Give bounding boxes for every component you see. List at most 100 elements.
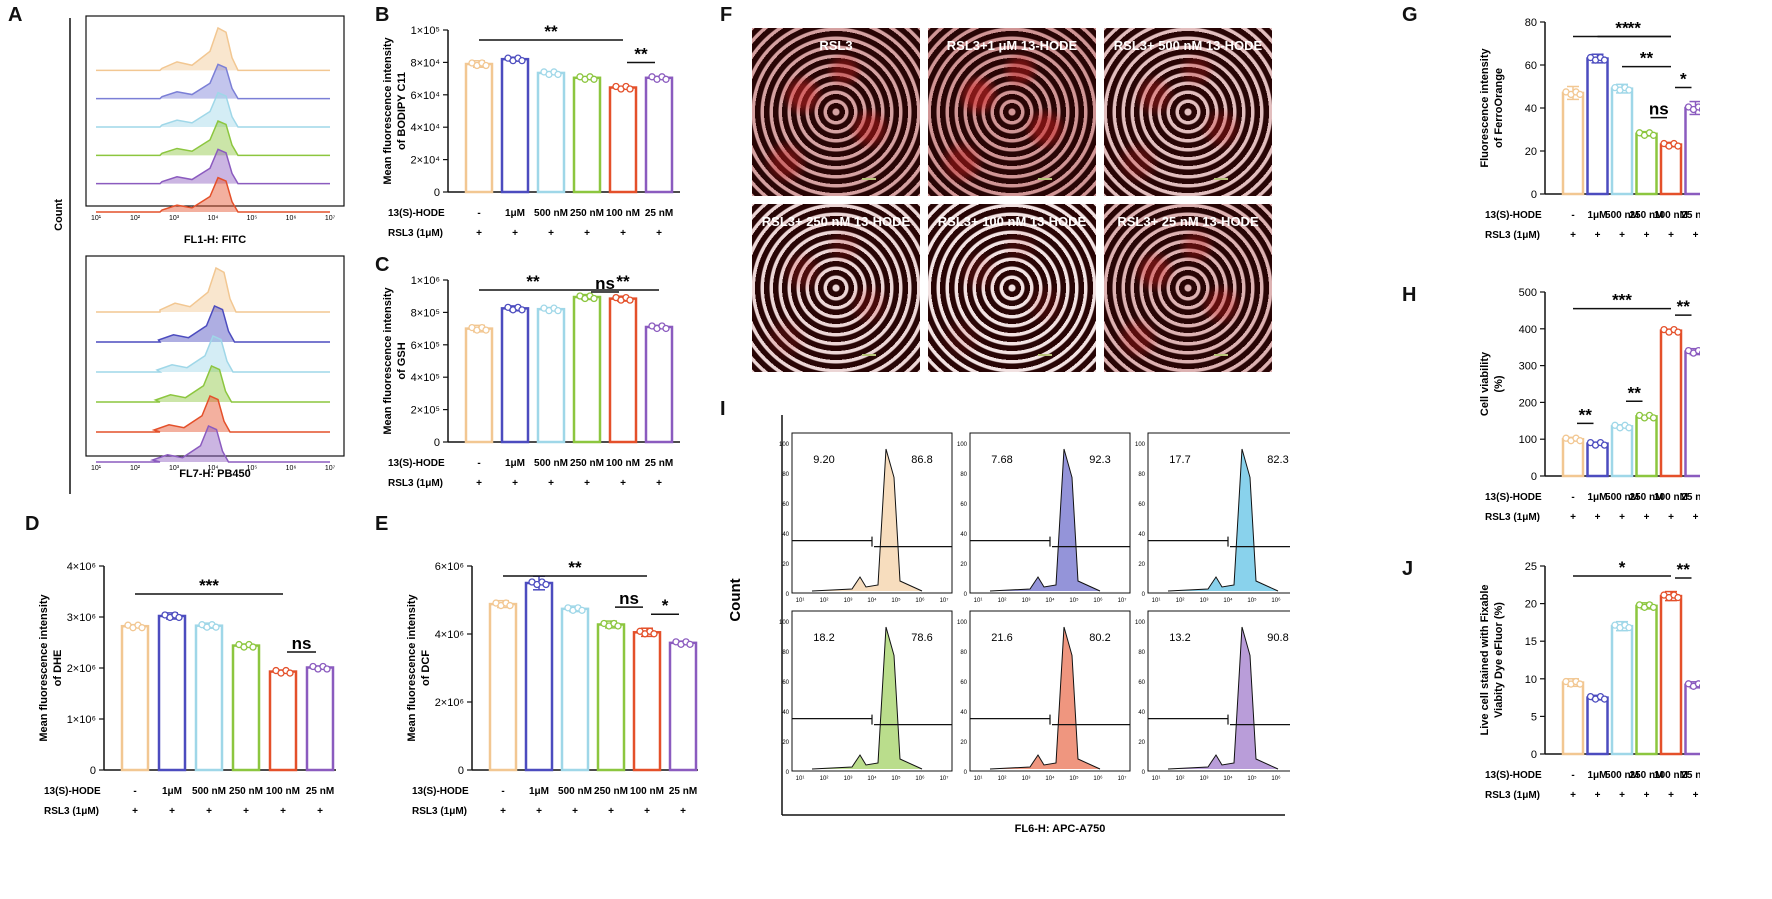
panel-a-histogram-curve [96, 176, 330, 213]
chart-g-plus: + [1668, 230, 1674, 241]
chart-d-category: 1μM [162, 786, 182, 797]
chart-g-bar [1610, 87, 1634, 196]
chart-e-row2-label: RSL3 (1μM) [412, 806, 467, 817]
panel-i-ytick-label: 100 [957, 620, 968, 626]
panel-i-count-label: Count [727, 578, 744, 621]
chart-e-sig-label: * [662, 596, 669, 615]
chart-j-plus: + [1619, 790, 1625, 801]
chart-d-plus: + [317, 806, 323, 817]
chart-h-sig-label: ** [1579, 405, 1593, 424]
chart-j-plus: + [1668, 790, 1674, 801]
panel-i-xtick-label: 10² [998, 598, 1007, 604]
chart-g-row1-label: 13(S)-HODE [1485, 210, 1542, 221]
chart-e-bar [596, 623, 626, 772]
panel-i-xtick-label: 10³ [1200, 598, 1209, 604]
scale-bar [1038, 354, 1052, 356]
chart-c-ytick-label: 1×10⁶ [411, 275, 440, 287]
chart-c-plus: + [548, 478, 554, 489]
chart-j-ytick-label: 10 [1525, 674, 1537, 686]
chart-c-category: 250 nM [570, 458, 604, 469]
chart-e-row1-label: 13(S)-HODE [412, 786, 469, 797]
panel-a-tick-label: 10⁶ [286, 465, 297, 472]
chart-e-bar [488, 602, 518, 772]
chart-d-plus: + [132, 806, 138, 817]
panel-i-ytick-label: 40 [1138, 710, 1145, 716]
chart-d-point [175, 613, 183, 622]
panel-a-tick-label: 10³ [169, 215, 180, 222]
chart-b-ytick-label: 8×10⁴ [410, 57, 440, 69]
panel-i-xtick-label: 10⁷ [940, 775, 949, 782]
chart-b-category: 500 nM [534, 208, 568, 219]
chart-j-row2-label: RSL3 (1μM) [1485, 790, 1540, 801]
panel-a-tick-label: 10⁴ [208, 215, 219, 222]
panel-letter-f: F [720, 4, 733, 26]
panel-i-xtick-label: 10⁶ [1093, 775, 1103, 782]
chart-g-ytick-label: 40 [1525, 103, 1537, 115]
panel-i-xtick-label: 10¹ [974, 776, 983, 782]
chart-h-bar [1635, 415, 1658, 478]
panel-i-ytick-label: 20 [960, 740, 967, 746]
scale-bar [862, 178, 876, 180]
chart-b-bar [464, 62, 494, 194]
panel-i-ytick-label: 60 [1138, 680, 1145, 686]
scale-bar [862, 354, 876, 356]
panel-i-xtick-label: 10² [1176, 776, 1185, 782]
panel-i-gate-right-value: 80.2 [1089, 632, 1110, 644]
chart-h-bar [1659, 329, 1683, 478]
chart-c-bar [536, 307, 566, 444]
chart-d-point [249, 643, 257, 651]
panel-letter-d: D [25, 513, 40, 535]
chart-g-row2-label: RSL3 (1μM) [1485, 230, 1540, 241]
chart-j-ylabel: Live cell stained with Fixable Viabity Dy… [1479, 585, 1505, 736]
chart-g-point [1694, 103, 1700, 111]
panel-a-histogram-curve [96, 364, 330, 403]
chart-c-ytick-label: 4×10⁵ [411, 372, 440, 384]
chart-b-plus: + [476, 228, 482, 239]
chart-g-point [1674, 142, 1682, 150]
chart-j-category: 1μM [1587, 770, 1607, 781]
scale-bar [1038, 178, 1052, 180]
chart-e-ytick-label: 2×10⁶ [435, 697, 464, 709]
panel-i-ytick-label: 0 [1142, 592, 1146, 598]
panel-i-ytick-label: 40 [960, 532, 967, 538]
chart-b-bar [608, 86, 638, 194]
chart-e-category: 100 nM [630, 786, 664, 797]
chart-g-point [1576, 90, 1584, 99]
chart-b-row1-label: 13(S)-HODE [388, 208, 445, 219]
chart-g-bar [1635, 132, 1658, 196]
chart-e-ytick-label: 4×10⁶ [435, 629, 464, 641]
chart-g-point [1625, 86, 1633, 94]
panel-i-ytick-label: 60 [1138, 502, 1145, 508]
panel-i-ytick-label: 20 [960, 562, 967, 568]
chart-c-sig-label: ** [526, 272, 540, 291]
panel-letter-h: H [1402, 284, 1417, 306]
chart-c-point [626, 296, 634, 304]
chart-j-ytick-label: 5 [1531, 711, 1537, 723]
chart-h-ytick-label: 100 [1519, 434, 1537, 446]
panel-i-ytick-label: 20 [782, 562, 789, 568]
chart-d-bar [120, 624, 150, 772]
chart-d-bar [268, 670, 298, 772]
chart-b-row2-label: RSL3 (1μM) [388, 228, 443, 239]
chart-d-sig-label: *** [199, 576, 219, 595]
chart-g-bar [1659, 143, 1683, 196]
fluorescence-image-label: RSL3+ 250 nM 13-HODE [761, 214, 911, 229]
panel-i-xtick-label: 10⁴ [867, 775, 877, 782]
chart-h-plus: + [1570, 512, 1576, 523]
panel-i-ytick-label: 60 [782, 680, 789, 686]
chart-h-point [1576, 437, 1584, 445]
panel-i-xtick-label: 10² [820, 776, 829, 782]
chart-h-ytick-label: 0 [1531, 471, 1537, 483]
chart-e-bar [524, 581, 554, 772]
panel-i-ytick-label: 80 [782, 472, 789, 478]
chart-j-point [1674, 593, 1682, 602]
chart-e-sig-label: ns [619, 589, 639, 608]
chart-b-point [590, 75, 598, 83]
panel-i-gate-left-value: 17.7 [1169, 454, 1190, 466]
chart-h-plus: + [1595, 512, 1601, 523]
panel-i-xtick-label: 10⁴ [1045, 597, 1055, 604]
chart-d-plus: + [169, 806, 175, 817]
chart-h-sig-label: *** [1612, 291, 1632, 310]
panel-i-plot-box [791, 432, 953, 594]
chart-j-point [1625, 624, 1633, 632]
